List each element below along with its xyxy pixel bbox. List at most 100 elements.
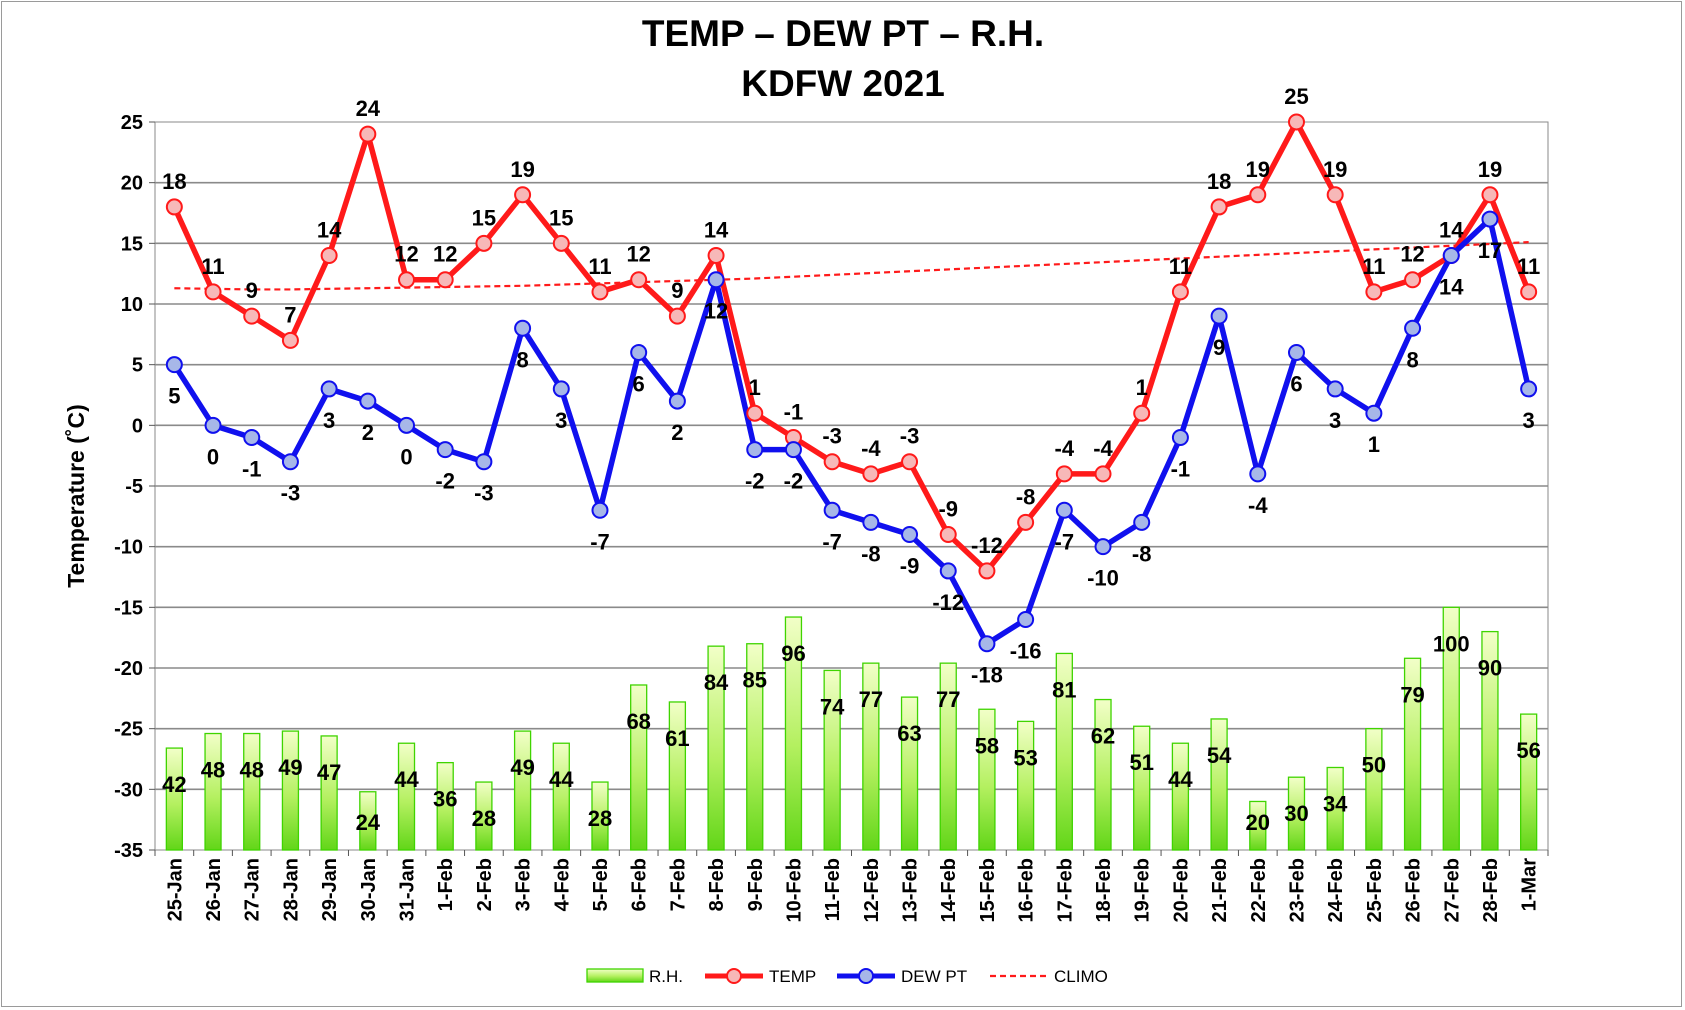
rh-label: 84 <box>704 670 729 695</box>
dewpt-label: -4 <box>1248 493 1268 518</box>
temp-point <box>668 307 686 325</box>
x-tick-label: 26-Jan <box>203 858 225 921</box>
dewpt-label: -10 <box>1087 566 1119 591</box>
dewpt-point <box>630 344 648 362</box>
x-tick-label: 23-Feb <box>1286 858 1308 922</box>
rh-label: 44 <box>1168 767 1193 792</box>
y-tick-label: 10 <box>121 294 143 316</box>
temp-label: 9 <box>246 278 258 303</box>
rh-label: 47 <box>317 760 341 785</box>
rh-bar <box>1365 728 1383 851</box>
temp-point <box>165 198 183 216</box>
dewpt-label: -2 <box>745 469 765 494</box>
dewpt-point <box>165 356 183 374</box>
rh-bar <box>1055 652 1073 851</box>
dewpt-label: 0 <box>207 444 219 469</box>
temp-point <box>1055 465 1073 483</box>
dewpt-label: 6 <box>633 372 645 397</box>
dewpt-point <box>939 562 957 580</box>
dewpt-label: -7 <box>590 529 610 554</box>
temp-point <box>1365 283 1383 301</box>
rh-label: 62 <box>1091 724 1115 749</box>
dewpt-point <box>746 441 764 459</box>
rh-label: 48 <box>239 758 263 783</box>
dewpt-point <box>784 441 802 459</box>
temp-point <box>707 246 725 264</box>
rh-bar <box>1287 776 1306 851</box>
dewpt-point <box>862 513 880 531</box>
dewpt-point <box>1442 246 1460 264</box>
rh-bar <box>1210 718 1228 851</box>
temp-point <box>1287 113 1305 131</box>
y-tick-label: 15 <box>121 233 143 255</box>
chart-subtitle: KDFW 2021 <box>741 63 945 104</box>
x-tick-label: 28-Jan <box>280 858 302 921</box>
dewpt-label: -18 <box>971 663 1003 688</box>
rh-bar <box>320 735 338 851</box>
rh-bar <box>1520 713 1538 851</box>
temp-point <box>514 186 532 204</box>
rh-bar <box>978 708 996 851</box>
temp-point <box>1481 186 1499 204</box>
y-tick-label: -30 <box>114 779 143 801</box>
dewpt-point <box>1326 380 1344 398</box>
rh-bar <box>1094 698 1112 851</box>
rh-bar <box>1133 725 1151 851</box>
y-tick-label: 0 <box>132 415 143 437</box>
dewpt-point <box>1017 610 1035 628</box>
rh-label: 61 <box>665 726 689 751</box>
dewpt-point <box>1171 428 1189 446</box>
legend: R.H. TEMP DEW PT CLIMO <box>586 967 1108 986</box>
temp-label: 14 <box>1439 217 1464 242</box>
x-tick-label: 24-Feb <box>1325 858 1347 922</box>
temp-label: 7 <box>284 302 296 327</box>
rh-label: 49 <box>510 755 534 780</box>
rh-bar <box>436 761 454 851</box>
temp-point <box>436 271 454 289</box>
dewpt-point <box>398 416 416 434</box>
dewpt-label: -3 <box>474 481 494 506</box>
rh-bar <box>939 662 957 851</box>
legend-swatch-rh <box>586 968 644 983</box>
temp-point <box>591 283 609 301</box>
temp-point <box>1171 283 1189 301</box>
temp-label: 19 <box>1246 157 1270 182</box>
dewpt-point <box>823 501 841 519</box>
x-tick-label: 17-Feb <box>1054 858 1076 922</box>
dewpt-label: 3 <box>555 408 567 433</box>
temp-label: 11 <box>201 254 224 279</box>
temp-point <box>862 465 880 483</box>
dewpt-point <box>359 392 377 410</box>
y-tick-label: -10 <box>114 537 143 559</box>
rh-label: 53 <box>1013 745 1037 770</box>
x-tick-label: 7-Feb <box>667 858 689 911</box>
y-tick-label: -25 <box>114 719 143 741</box>
series-lines <box>171 119 1532 647</box>
rh-label: 50 <box>1362 753 1386 778</box>
legend-label-dewpt: DEW PT <box>901 967 967 986</box>
dewpt-label: -8 <box>861 541 881 566</box>
rh-bar <box>1326 766 1344 851</box>
x-tick-label: 22-Feb <box>1248 858 1270 922</box>
y-tick-label: 5 <box>132 355 143 377</box>
temp-label: 25 <box>1284 84 1308 109</box>
temp-label: 11 <box>1169 254 1192 279</box>
dewpt-label: -9 <box>900 554 920 579</box>
x-tick-label: 25-Jan <box>164 858 186 921</box>
rh-label: 58 <box>975 733 999 758</box>
dewpt-label: 3 <box>1523 408 1535 433</box>
rh-label: 96 <box>781 641 805 666</box>
temp-point <box>1326 186 1344 204</box>
dewpt-point <box>552 380 570 398</box>
temp-label: 15 <box>549 205 573 230</box>
x-tick-label: 16-Feb <box>1016 858 1038 922</box>
rh-bar <box>475 781 493 851</box>
rh-label: 48 <box>201 758 225 783</box>
rh-bar <box>668 701 687 851</box>
dewpt-label: -1 <box>242 456 262 481</box>
dewpt-point <box>1133 513 1151 531</box>
x-tick-label: 12-Feb <box>861 858 883 922</box>
temp-point <box>1094 465 1112 483</box>
x-tick-label: 18-Feb <box>1093 858 1115 922</box>
